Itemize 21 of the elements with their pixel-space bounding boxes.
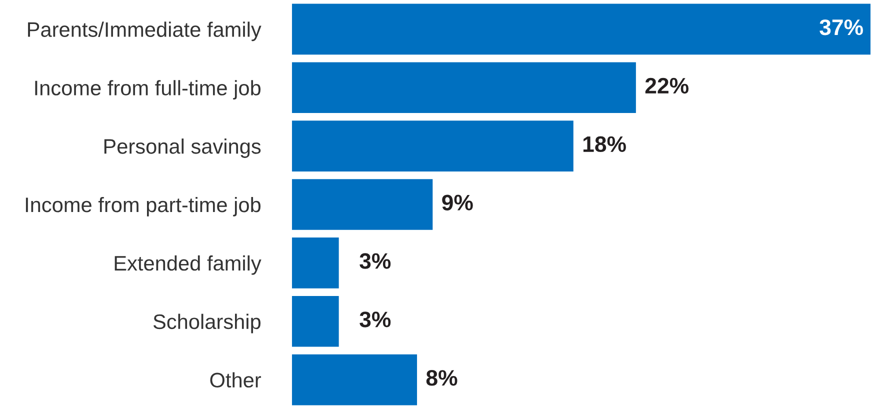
y-tick-label: Income from full-time job <box>35 80 260 100</box>
y-tick-label: Income from part-time job <box>26 196 261 216</box>
bar <box>292 62 636 114</box>
data-label: 18% <box>583 136 626 152</box>
data-label: 3% <box>360 312 391 328</box>
bar <box>292 120 574 172</box>
y-tick-label: Other <box>210 372 262 388</box>
data-label: 9% <box>442 194 473 210</box>
data-label: 37% <box>820 19 863 36</box>
bar <box>292 354 418 406</box>
y-tick-label: Personal savings <box>104 138 261 158</box>
data-label: 3% <box>360 253 391 269</box>
bar <box>292 238 339 288</box>
data-label: 8% <box>426 370 458 386</box>
bar <box>292 296 339 347</box>
y-tick-label: Scholarship <box>153 314 260 334</box>
y-tick-label: Extended family <box>114 255 262 275</box>
bar <box>292 4 871 55</box>
y-tick-label: Parents/Immediate family <box>28 22 262 42</box>
bar <box>292 179 433 230</box>
data-label: 22% <box>645 78 689 94</box>
